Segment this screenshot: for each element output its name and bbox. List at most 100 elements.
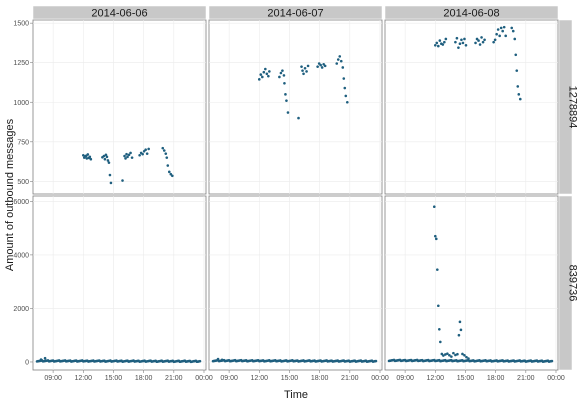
- data-point: [145, 152, 149, 155]
- x-tick-label: 21:00: [517, 375, 535, 382]
- data-point: [477, 39, 480, 42]
- panel-points: [387, 205, 554, 363]
- data-point: [171, 174, 174, 178]
- data-point: [515, 69, 519, 72]
- data-point: [301, 69, 304, 72]
- data-point: [480, 36, 483, 39]
- data-point: [511, 29, 515, 33]
- data-point: [167, 170, 171, 174]
- data-point: [198, 359, 202, 363]
- data-point: [103, 157, 107, 161]
- data-point: [166, 164, 170, 167]
- x-tick-label: 09:00: [44, 375, 62, 382]
- data-point: [108, 173, 112, 177]
- data-point: [518, 97, 522, 101]
- data-point: [452, 351, 455, 355]
- data-point: [302, 72, 305, 76]
- data-point: [121, 179, 124, 182]
- x-tick-label: 15:00: [105, 375, 123, 382]
- y-tick-label: 1500: [13, 21, 29, 28]
- x-tick-label: 21:00: [165, 375, 183, 382]
- data-point: [306, 64, 310, 68]
- data-point: [105, 155, 109, 159]
- data-point: [438, 39, 442, 42]
- data-point: [323, 64, 327, 68]
- y-tick-label: 2000: [13, 306, 29, 313]
- data-point: [444, 37, 448, 41]
- data-point: [127, 153, 131, 157]
- data-point: [125, 152, 128, 156]
- y-tick-label: 4000: [13, 252, 29, 259]
- panel-0-2: [384, 19, 559, 195]
- panel-points: [35, 356, 202, 364]
- data-point: [268, 70, 271, 73]
- data-point: [123, 154, 126, 158]
- column-strip: [208, 5, 383, 20]
- data-point: [281, 69, 284, 72]
- panels-layer: [32, 19, 559, 371]
- data-point: [81, 153, 85, 157]
- data-point: [438, 328, 441, 331]
- x-tick-label: 12:00: [75, 375, 93, 382]
- y-tick-label: 0: [25, 359, 29, 366]
- data-point: [130, 156, 134, 159]
- data-point: [439, 340, 442, 344]
- strips-layer: 2014-06-06 2014-06-07 2014-06-08 1278894 839…: [32, 5, 579, 371]
- data-point: [446, 352, 449, 355]
- data-point: [481, 40, 485, 44]
- data-point: [165, 156, 169, 159]
- panel-1-2: [384, 195, 559, 371]
- data-point: [284, 93, 287, 96]
- data-point: [141, 152, 144, 156]
- row-strip-label: 1278894: [567, 86, 579, 129]
- data-point: [342, 77, 346, 80]
- data-point: [458, 42, 462, 46]
- row-strip-label: 839736: [567, 265, 579, 302]
- panel-1-0: [32, 195, 207, 371]
- data-point: [338, 55, 342, 58]
- data-point: [43, 356, 47, 360]
- data-point: [216, 357, 220, 361]
- data-point: [89, 157, 93, 161]
- data-point: [516, 85, 520, 88]
- data-point: [265, 72, 269, 76]
- data-point: [441, 43, 445, 46]
- y-tick-label: 1250: [13, 60, 29, 67]
- data-point: [86, 153, 90, 156]
- data-point: [499, 26, 503, 30]
- row-strip: [558, 19, 573, 195]
- data-point: [502, 25, 506, 29]
- data-point: [343, 86, 347, 90]
- data-point: [129, 151, 132, 155]
- x-tick-label: 09:00: [220, 375, 238, 382]
- x-tick-label: 18:00: [487, 375, 505, 382]
- x-tick-label: 00:00: [371, 375, 389, 382]
- data-point: [501, 29, 504, 33]
- data-point: [138, 153, 141, 157]
- y-tick-label: 750: [17, 139, 29, 146]
- data-point: [85, 157, 89, 160]
- data-point: [478, 43, 482, 46]
- data-point: [144, 148, 147, 152]
- data-point: [514, 53, 518, 57]
- data-point: [436, 268, 439, 271]
- data-point: [164, 152, 168, 155]
- data-point: [517, 93, 521, 96]
- data-point: [286, 111, 290, 114]
- data-point: [279, 71, 283, 75]
- data-point: [443, 40, 446, 44]
- data-point: [456, 352, 459, 356]
- data-point: [147, 147, 150, 151]
- data-point: [433, 234, 437, 238]
- data-point: [460, 38, 463, 42]
- data-point: [297, 116, 300, 120]
- x-tick-label: 00:00: [547, 375, 565, 382]
- y-tick-label: 1000: [13, 100, 29, 107]
- data-point: [510, 26, 514, 30]
- data-point: [434, 237, 438, 241]
- data-point: [474, 41, 477, 45]
- data-point: [267, 74, 270, 78]
- column-strip-label: 2014-06-06: [91, 8, 147, 20]
- data-point: [282, 74, 286, 77]
- data-point: [320, 66, 324, 69]
